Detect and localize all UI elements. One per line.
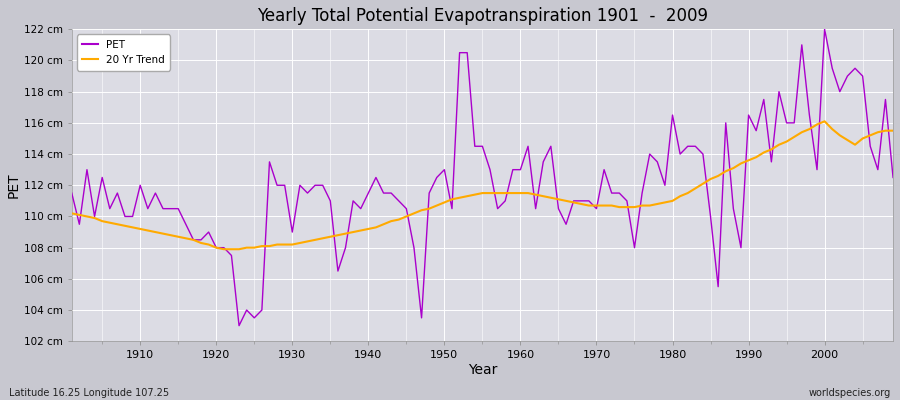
Text: Latitude 16.25 Longitude 107.25: Latitude 16.25 Longitude 107.25	[9, 388, 169, 398]
X-axis label: Year: Year	[468, 363, 497, 377]
Y-axis label: PET: PET	[7, 172, 21, 198]
Title: Yearly Total Potential Evapotranspiration 1901  -  2009: Yearly Total Potential Evapotranspiratio…	[256, 7, 708, 25]
Legend: PET, 20 Yr Trend: PET, 20 Yr Trend	[77, 34, 170, 70]
Text: worldspecies.org: worldspecies.org	[809, 388, 891, 398]
